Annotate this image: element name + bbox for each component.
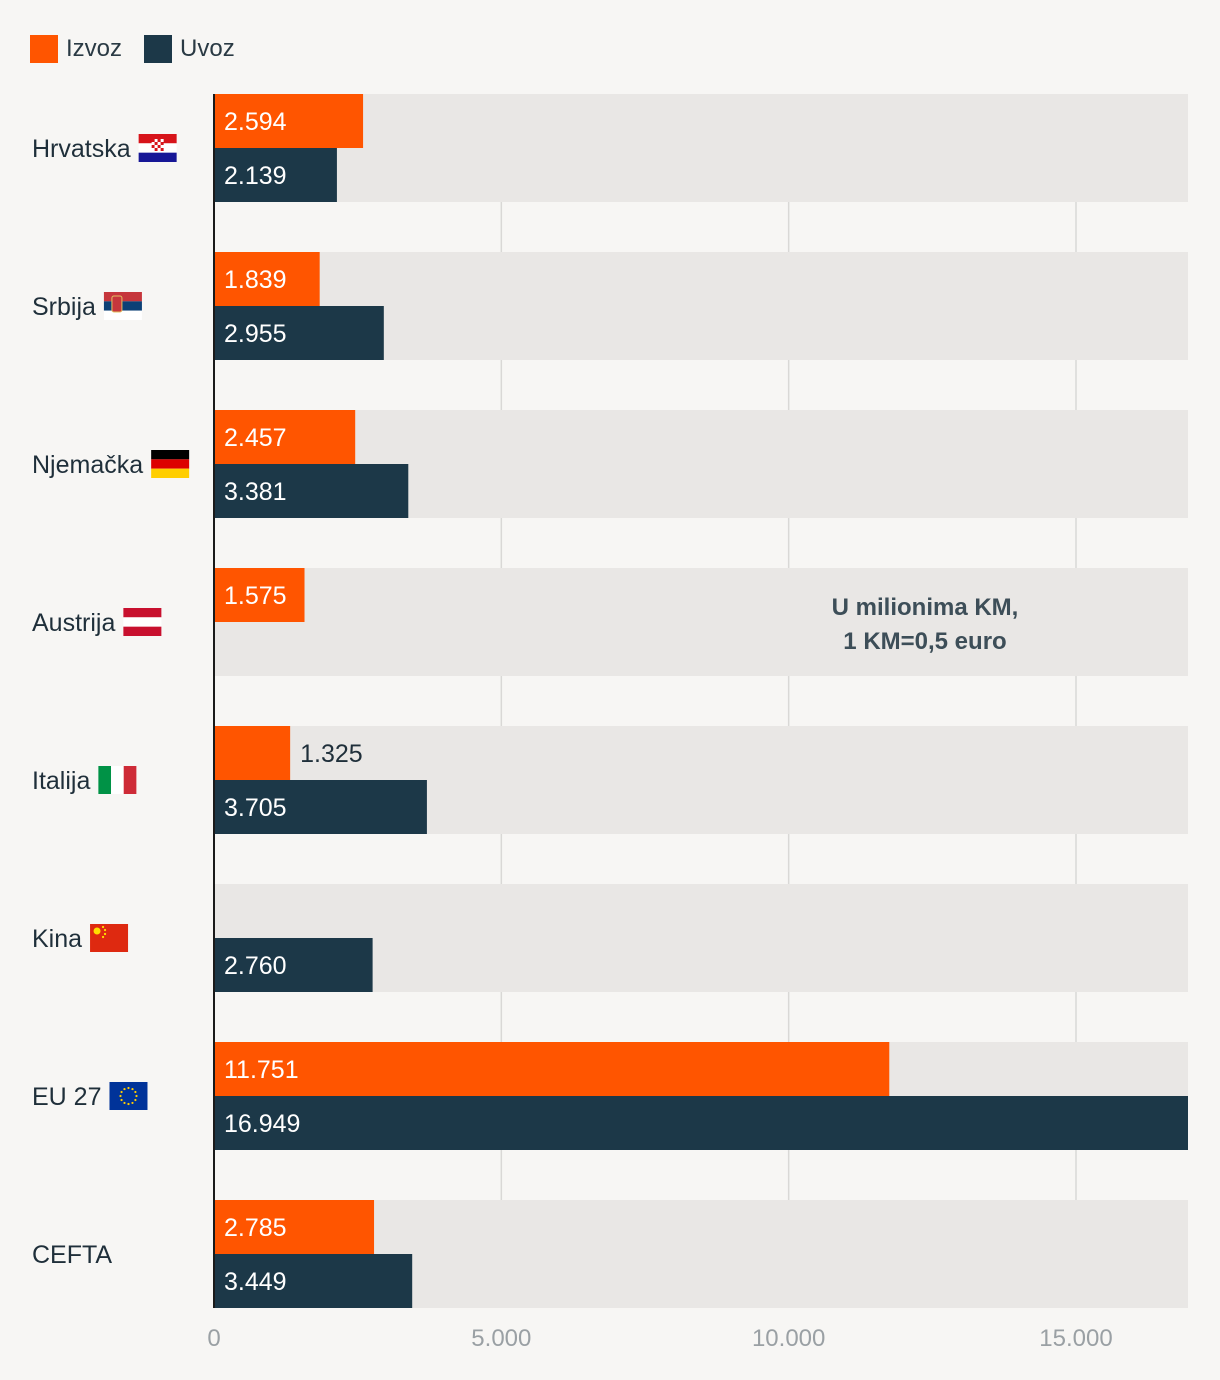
import-bar-2 — [214, 464, 409, 518]
eu-flag-icon — [109, 1082, 148, 1110]
germany-flag-icon — [151, 450, 190, 478]
export-value-label-2: 2.457 — [224, 424, 287, 452]
x-tick-label-1: 5.000 — [471, 1325, 531, 1352]
legend-item-export: Izvoz — [30, 35, 122, 63]
export-value-label-3: 1.575 — [224, 582, 287, 610]
bar-track — [214, 568, 1188, 676]
export-bar-7 — [214, 1200, 375, 1254]
export-value-label-4: 1.325 — [300, 740, 363, 768]
bar-track — [214, 884, 1188, 992]
category-label-7: CEFTA — [32, 1241, 112, 1269]
x-tick-label-2: 10.000 — [752, 1325, 825, 1352]
x-tick-label-0: 0 — [207, 1325, 220, 1352]
category-label-3: Austrija — [32, 609, 115, 637]
import-bar-4 — [214, 780, 427, 834]
category-label-0: Hrvatska — [32, 135, 131, 163]
croatia-flag-icon — [138, 134, 177, 162]
import-bar-7 — [214, 1254, 413, 1308]
import-value-label-2: 3.381 — [224, 478, 287, 506]
import-value-label-7: 3.449 — [224, 1268, 287, 1296]
x-tick-label-3: 15.000 — [1039, 1325, 1112, 1352]
export-value-label-7: 2.785 — [224, 1214, 287, 1242]
category-label-1: Srbija — [32, 293, 96, 321]
export-value-label-1: 1.839 — [224, 266, 287, 294]
legend-swatch-export — [30, 35, 58, 63]
export-value-label-0: 2.594 — [224, 108, 287, 136]
export-value-label-6: 11.751 — [224, 1056, 299, 1084]
import-bar-0 — [214, 148, 337, 202]
export-bar-1 — [214, 252, 320, 306]
import-value-label-0: 2.139 — [224, 162, 287, 190]
legend: Izvoz Uvoz — [30, 33, 257, 65]
import-value-label-5: 2.760 — [224, 952, 287, 980]
export-bar-2 — [214, 410, 356, 464]
import-bar-5 — [214, 938, 373, 992]
italy-flag-icon — [98, 766, 137, 794]
import-value-label-6: 16.949 — [224, 1110, 300, 1138]
legend-label-import: Uvoz — [180, 35, 235, 62]
export-bar-6 — [214, 1042, 890, 1096]
china-flag-icon — [90, 924, 129, 952]
export-bar-4 — [214, 726, 291, 780]
serbia-flag-icon — [103, 292, 142, 320]
export-bar-0 — [214, 94, 364, 148]
category-label-2: Njemačka — [32, 451, 143, 479]
legend-swatch-import — [144, 35, 173, 63]
import-bar-1 — [214, 306, 384, 360]
import-value-label-1: 2.955 — [224, 320, 287, 348]
export-bar-3 — [214, 568, 305, 622]
bar-track — [214, 94, 1188, 202]
unit-note-line-0: U milionima KM, — [832, 594, 1019, 621]
unit-note-line-1: 1 KM=0,5 euro — [843, 628, 1006, 655]
legend-item-import: Uvoz — [144, 35, 235, 63]
category-label-4: Italija — [32, 767, 90, 795]
import-bar-6 — [214, 1096, 1188, 1150]
legend-label-export: Izvoz — [66, 35, 123, 62]
category-label-5: Kina — [32, 925, 82, 953]
category-label-6: EU 27 — [32, 1083, 101, 1111]
austria-flag-icon — [123, 608, 162, 636]
import-value-label-4: 3.705 — [224, 794, 287, 822]
